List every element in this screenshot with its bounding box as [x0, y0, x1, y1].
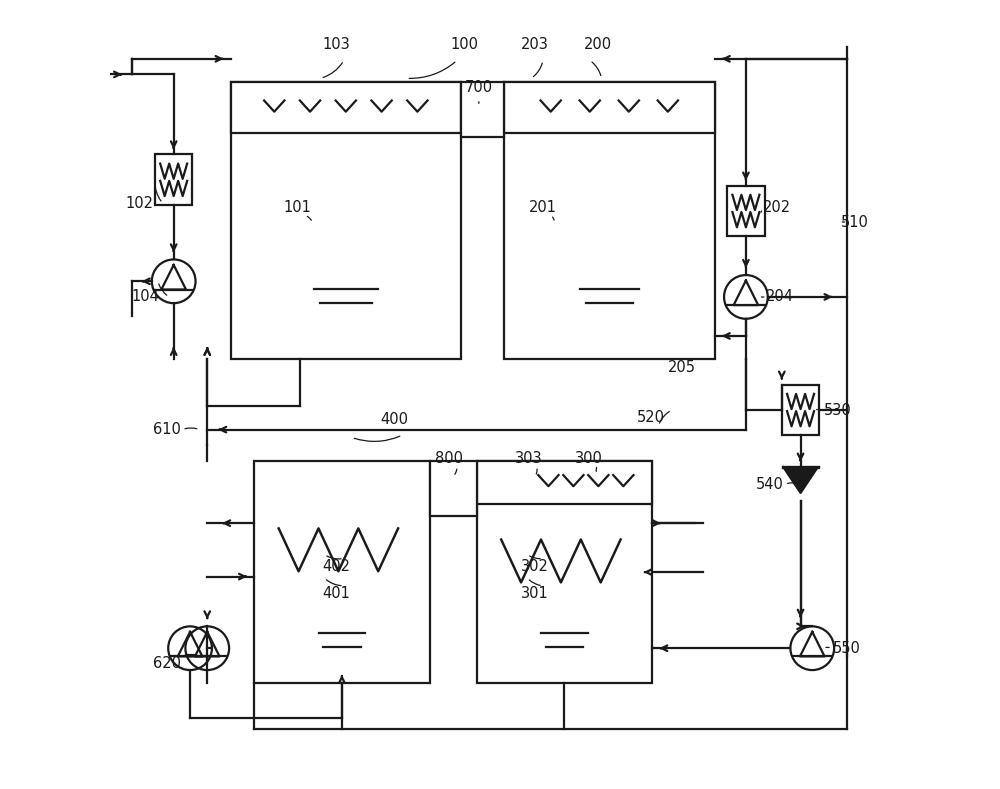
Bar [461, 82, 504, 136]
Bar [477, 461, 652, 504]
Bar [504, 82, 715, 133]
Text: 610: 610 [153, 422, 181, 437]
Bar [430, 461, 477, 515]
Bar [504, 82, 715, 359]
Text: 550: 550 [833, 641, 861, 656]
Text: 204: 204 [765, 290, 793, 305]
Text: 205: 205 [668, 360, 696, 375]
Text: 104: 104 [132, 290, 160, 305]
Bar [231, 82, 461, 133]
Text: 520: 520 [637, 410, 665, 425]
Bar [782, 385, 819, 436]
Text: 203: 203 [521, 37, 549, 52]
Text: 402: 402 [322, 559, 350, 574]
Bar [231, 82, 461, 359]
Text: 201: 201 [529, 200, 557, 215]
Text: 510: 510 [841, 215, 869, 230]
Text: 401: 401 [322, 586, 350, 601]
Text: 300: 300 [575, 451, 603, 466]
Text: 102: 102 [125, 196, 153, 211]
Text: 400: 400 [381, 412, 409, 427]
Text: 103: 103 [322, 37, 350, 52]
Bar [254, 461, 430, 683]
Text: 530: 530 [823, 402, 851, 417]
Text: 100: 100 [451, 37, 479, 52]
Bar [477, 461, 652, 683]
Bar [155, 155, 192, 205]
Text: 303: 303 [515, 451, 543, 466]
Bar [727, 185, 765, 237]
Text: 540: 540 [755, 477, 783, 492]
Text: 200: 200 [584, 37, 612, 52]
Polygon shape [783, 467, 818, 493]
Text: 101: 101 [283, 200, 311, 215]
Text: 301: 301 [521, 586, 549, 601]
Text: 202: 202 [763, 200, 791, 215]
Text: 700: 700 [465, 80, 493, 95]
Text: 302: 302 [521, 559, 549, 574]
Text: 800: 800 [435, 451, 463, 466]
Text: 620: 620 [153, 656, 181, 671]
